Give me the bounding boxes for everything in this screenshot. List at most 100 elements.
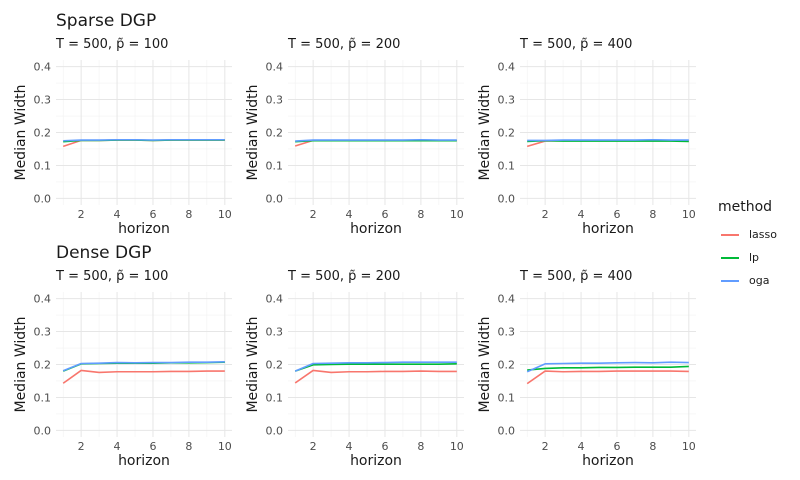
x-tick-label: 6 xyxy=(149,208,156,221)
x-tick-label: 2 xyxy=(310,440,317,453)
legend-title: method xyxy=(718,199,773,215)
y-tick-label: 0.3 xyxy=(498,326,516,339)
y-tick-label: 0.1 xyxy=(34,391,52,404)
x-axis-title: horizon xyxy=(582,453,634,469)
x-tick-label: 8 xyxy=(185,440,192,453)
x-tick-label: 2 xyxy=(78,440,85,453)
y-axis-title: Median Width xyxy=(477,316,493,412)
y-tick-label: 0.4 xyxy=(498,293,516,306)
y-axis-title: Median Width xyxy=(13,84,29,180)
x-tick-label: 10 xyxy=(682,440,696,453)
legend-label-lp: lp xyxy=(749,251,760,264)
x-tick-label: 4 xyxy=(114,208,121,221)
y-tick-label: 0.3 xyxy=(34,94,52,107)
y-tick-label: 0.2 xyxy=(498,359,516,372)
panel-title-sparse-400: T = 500, p̃ = 400 xyxy=(520,37,633,52)
x-tick-label: 6 xyxy=(381,208,388,221)
y-tick-label: 0.4 xyxy=(266,293,284,306)
y-axis-title: Median Width xyxy=(477,84,493,180)
x-axis-title: horizon xyxy=(350,453,402,469)
y-tick-label: 0.1 xyxy=(498,391,516,404)
series-line-lasso xyxy=(526,370,689,385)
y-tick-label: 0.3 xyxy=(266,326,284,339)
y-tick-label: 0.3 xyxy=(266,94,284,107)
x-tick-label: 10 xyxy=(450,208,464,221)
y-tick-label: 0.2 xyxy=(34,359,52,372)
y-tick-label: 0.4 xyxy=(34,61,52,74)
series-line-lp xyxy=(295,139,457,143)
x-tick-label: 2 xyxy=(310,208,317,221)
y-tick-label: 0.2 xyxy=(34,127,52,140)
series-line-lasso xyxy=(294,369,457,384)
x-tick-label: 6 xyxy=(613,208,620,221)
series-line-oga xyxy=(527,138,689,142)
panel-title-dense-100: T = 500, p̃ = 100 xyxy=(56,269,169,284)
x-tick-label: 8 xyxy=(417,440,424,453)
y-axis-title: Median Width xyxy=(245,316,261,412)
legend-item-lp: lp xyxy=(718,246,800,269)
panel-title-sparse-200: T = 500, p̃ = 200 xyxy=(288,37,401,52)
x-axis-title: horizon xyxy=(118,221,170,237)
panel-title-sparse-100: T = 500, p̃ = 100 xyxy=(56,37,169,52)
panel-4: 0.0 0.1 0.2 0.3 0.4 2 4 6 8 10 horizon Median Width xyxy=(13,292,232,469)
legend-item-oga: oga xyxy=(718,269,800,292)
x-tick-label: 8 xyxy=(185,208,192,221)
x-tick-label: 10 xyxy=(218,208,232,221)
x-axis-title: horizon xyxy=(118,453,170,469)
x-tick-label: 8 xyxy=(649,208,656,221)
x-tick-label: 10 xyxy=(218,440,232,453)
series-line-oga xyxy=(62,361,225,372)
y-tick-label: 0.0 xyxy=(498,424,516,437)
x-tick-label: 4 xyxy=(578,440,585,453)
x-tick-label: 4 xyxy=(346,208,353,221)
x-axis-title: horizon xyxy=(350,221,402,237)
y-tick-label: 0.0 xyxy=(34,192,52,205)
y-tick-label: 0.3 xyxy=(34,326,52,339)
x-tick-label: 8 xyxy=(649,440,656,453)
x-tick-label: 2 xyxy=(542,208,549,221)
series-line-oga xyxy=(294,361,457,372)
y-tick-label: 0.1 xyxy=(498,159,516,172)
x-tick-label: 6 xyxy=(381,440,388,453)
y-tick-label: 0.2 xyxy=(498,127,516,140)
y-tick-label: 0.2 xyxy=(266,359,284,372)
y-axis-title: Median Width xyxy=(245,84,261,180)
x-tick-label: 6 xyxy=(613,440,620,453)
y-tick-label: 0.4 xyxy=(34,293,52,306)
panel-title-dense-200: T = 500, p̃ = 200 xyxy=(288,269,401,284)
panel-1: 0.0 0.1 0.2 0.3 0.4 2 4 6 8 10 horizon Median Width xyxy=(13,60,232,237)
y-tick-label: 0.0 xyxy=(34,424,52,437)
series-line-lasso xyxy=(62,369,225,384)
series-line-oga xyxy=(526,361,689,373)
legend-key-lasso xyxy=(721,233,739,236)
legend-key-lp xyxy=(721,256,739,259)
y-tick-label: 0.4 xyxy=(498,61,516,74)
legend-key-oga xyxy=(721,279,739,282)
legend-label-lasso: lasso xyxy=(749,228,777,241)
x-tick-label: 2 xyxy=(78,208,85,221)
y-tick-label: 0.0 xyxy=(266,192,284,205)
y-tick-label: 0.2 xyxy=(266,127,284,140)
series-line-lp xyxy=(527,365,689,371)
x-tick-label: 4 xyxy=(346,440,353,453)
y-tick-label: 0.0 xyxy=(266,424,284,437)
legend-label-oga: oga xyxy=(749,274,770,287)
y-tick-label: 0.1 xyxy=(266,159,284,172)
x-axis-title: horizon xyxy=(582,221,634,237)
x-tick-label: 10 xyxy=(450,440,464,453)
series-line-lp xyxy=(294,363,457,372)
x-tick-label: 6 xyxy=(149,440,156,453)
legend-item-lasso: lasso xyxy=(718,223,800,246)
panel-3: 0.0 0.1 0.2 0.3 0.4 2 4 6 8 10 horizon Median Width xyxy=(477,60,696,237)
row-title-sparse: Sparse DGP xyxy=(56,11,157,31)
panel-6: 0.0 0.1 0.2 0.3 0.4 2 4 6 8 10 horizon Median Width xyxy=(477,292,696,469)
y-tick-label: 0.3 xyxy=(498,94,516,107)
y-tick-label: 0.1 xyxy=(266,391,284,404)
panel-2: 0.0 0.1 0.2 0.3 0.4 2 4 6 8 10 horizon Median Width xyxy=(245,60,464,237)
x-tick-label: 4 xyxy=(114,440,121,453)
series-line-oga xyxy=(63,138,225,142)
x-tick-label: 8 xyxy=(417,208,424,221)
x-tick-label: 4 xyxy=(578,208,585,221)
legend: method lasso lp oga xyxy=(718,199,800,292)
